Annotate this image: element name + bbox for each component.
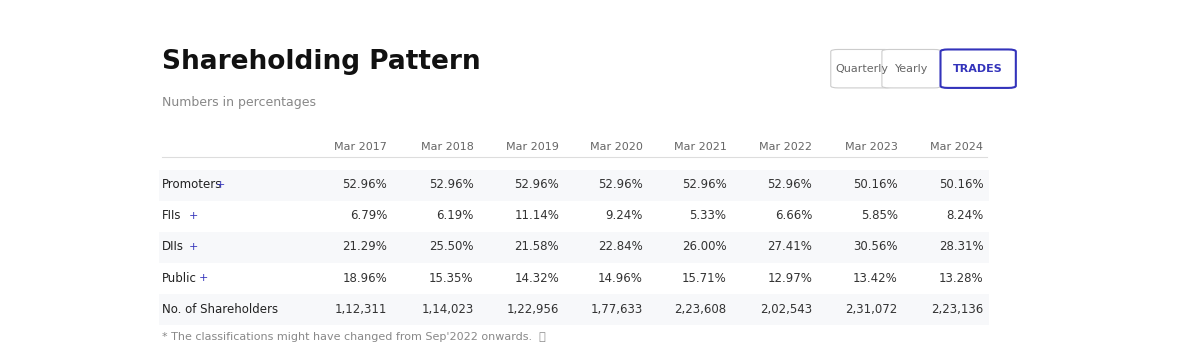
Text: 26.00%: 26.00% <box>682 240 727 253</box>
Text: DIIs: DIIs <box>162 240 184 253</box>
Text: 14.96%: 14.96% <box>598 272 643 285</box>
Text: 5.33%: 5.33% <box>690 209 727 222</box>
Text: Mar 2019: Mar 2019 <box>506 142 559 153</box>
FancyBboxPatch shape <box>160 201 989 232</box>
FancyBboxPatch shape <box>941 50 1016 88</box>
Text: 25.50%: 25.50% <box>430 240 474 253</box>
Text: 12.97%: 12.97% <box>767 272 812 285</box>
Text: 52.96%: 52.96% <box>768 178 812 191</box>
Text: +: + <box>188 211 198 221</box>
Text: Mar 2024: Mar 2024 <box>930 142 983 153</box>
Text: Mar 2023: Mar 2023 <box>845 142 898 153</box>
Text: 13.28%: 13.28% <box>938 272 983 285</box>
Text: 2,31,072: 2,31,072 <box>846 303 898 316</box>
Text: Public: Public <box>162 272 197 285</box>
Text: 21.29%: 21.29% <box>342 240 388 253</box>
Text: Shareholding Pattern: Shareholding Pattern <box>162 49 481 75</box>
FancyBboxPatch shape <box>830 50 892 88</box>
Text: 8.24%: 8.24% <box>946 209 983 222</box>
Text: 6.66%: 6.66% <box>775 209 812 222</box>
Text: 6.79%: 6.79% <box>349 209 388 222</box>
Text: 21.58%: 21.58% <box>515 240 559 253</box>
Text: 14.32%: 14.32% <box>515 272 559 285</box>
Text: 50.16%: 50.16% <box>938 178 983 191</box>
Text: 1,12,311: 1,12,311 <box>335 303 388 316</box>
Text: Mar 2018: Mar 2018 <box>421 142 474 153</box>
Text: 52.96%: 52.96% <box>598 178 643 191</box>
Text: FIIs: FIIs <box>162 209 181 222</box>
Text: Mar 2020: Mar 2020 <box>590 142 643 153</box>
Text: 50.16%: 50.16% <box>853 178 898 191</box>
FancyBboxPatch shape <box>160 170 989 201</box>
Text: 1,22,956: 1,22,956 <box>506 303 559 316</box>
Text: 9.24%: 9.24% <box>606 209 643 222</box>
Text: 27.41%: 27.41% <box>767 240 812 253</box>
Text: Mar 2017: Mar 2017 <box>335 142 388 153</box>
Text: 6.19%: 6.19% <box>437 209 474 222</box>
FancyBboxPatch shape <box>160 232 989 263</box>
Text: Numbers in percentages: Numbers in percentages <box>162 96 316 109</box>
Text: 2,23,136: 2,23,136 <box>931 303 983 316</box>
Text: Mar 2022: Mar 2022 <box>760 142 812 153</box>
Text: 30.56%: 30.56% <box>853 240 898 253</box>
Text: 1,14,023: 1,14,023 <box>421 303 474 316</box>
Text: 15.71%: 15.71% <box>682 272 727 285</box>
Text: +: + <box>199 273 209 283</box>
Text: 15.35%: 15.35% <box>430 272 474 285</box>
Text: 13.42%: 13.42% <box>853 272 898 285</box>
Text: 2,23,608: 2,23,608 <box>674 303 727 316</box>
FancyBboxPatch shape <box>160 294 989 326</box>
Text: 22.84%: 22.84% <box>598 240 643 253</box>
FancyBboxPatch shape <box>882 50 942 88</box>
Text: 52.96%: 52.96% <box>515 178 559 191</box>
Text: 2,02,543: 2,02,543 <box>760 303 812 316</box>
Text: Promoters: Promoters <box>162 178 222 191</box>
Text: 28.31%: 28.31% <box>938 240 983 253</box>
Text: 5.85%: 5.85% <box>860 209 898 222</box>
Text: +: + <box>188 242 198 252</box>
Text: No. of Shareholders: No. of Shareholders <box>162 303 278 316</box>
Text: TRADES: TRADES <box>953 64 1003 74</box>
Text: 52.96%: 52.96% <box>682 178 727 191</box>
Text: 52.96%: 52.96% <box>342 178 388 191</box>
Text: 18.96%: 18.96% <box>342 272 388 285</box>
Text: 1,77,633: 1,77,633 <box>590 303 643 316</box>
Text: 52.96%: 52.96% <box>428 178 474 191</box>
Text: Yearly: Yearly <box>895 64 929 74</box>
Text: Mar 2021: Mar 2021 <box>673 142 727 153</box>
Text: Quarterly: Quarterly <box>835 64 888 74</box>
Text: 11.14%: 11.14% <box>515 209 559 222</box>
Text: +: + <box>215 180 224 190</box>
Text: * The classifications might have changed from Sep'2022 onwards.  ⓘ: * The classifications might have changed… <box>162 332 546 342</box>
FancyBboxPatch shape <box>160 263 989 294</box>
